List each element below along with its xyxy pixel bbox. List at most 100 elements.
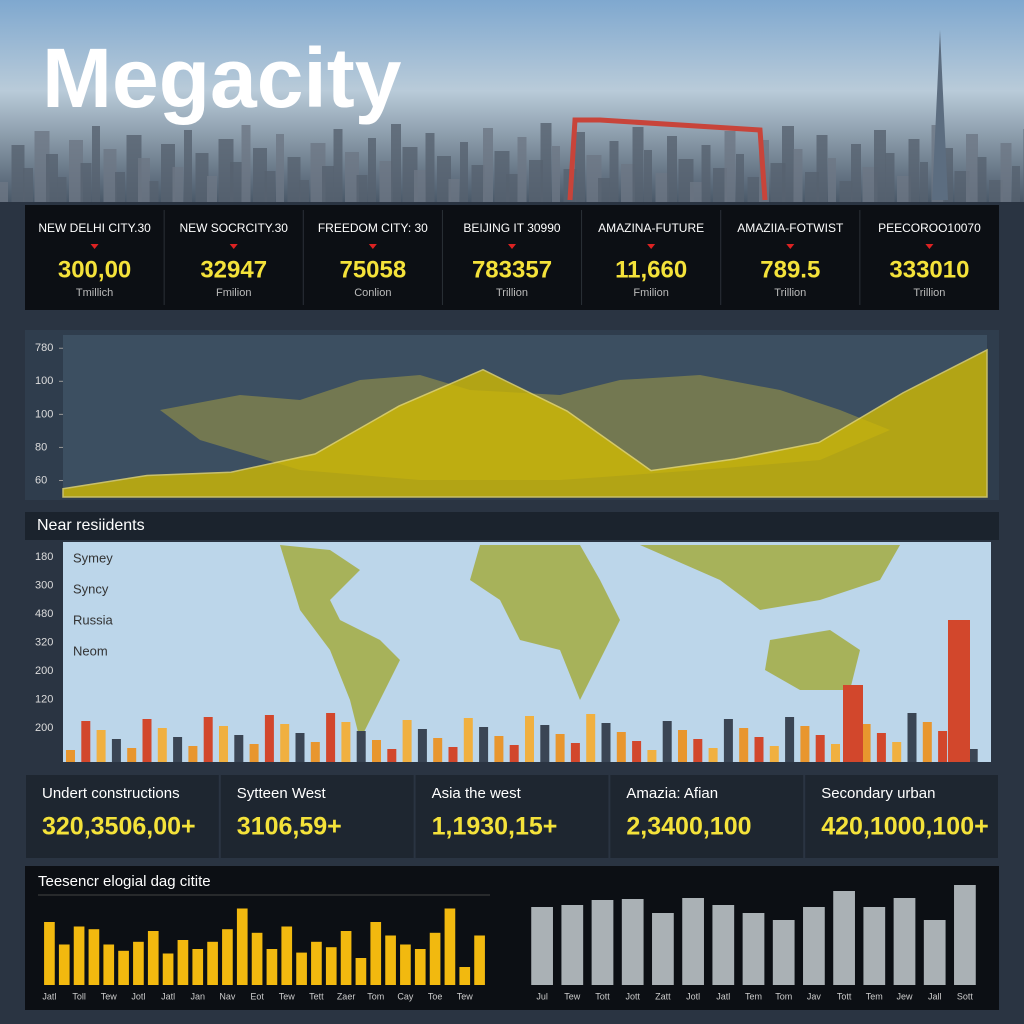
building — [897, 176, 911, 202]
stat-card — [805, 775, 998, 858]
building — [460, 142, 468, 202]
building — [598, 178, 610, 202]
skyline-building — [433, 738, 443, 762]
kpi-value: 32947 — [200, 256, 267, 283]
building — [586, 155, 602, 202]
bar — [44, 922, 55, 985]
stat-card — [415, 775, 609, 858]
building — [655, 173, 669, 202]
x-tick-label: Eot — [250, 991, 264, 1001]
stat-label: Asia the west — [432, 785, 522, 802]
building — [506, 174, 518, 202]
x-tick-label: Toll — [72, 991, 86, 1001]
building — [770, 163, 786, 202]
bar — [103, 944, 115, 985]
x-tick-label: Tew — [564, 991, 581, 1001]
x-tick-label: Nav — [219, 991, 236, 1001]
kpi-marker — [647, 244, 656, 249]
building — [644, 150, 652, 202]
kpi-value: 333010 — [889, 256, 969, 283]
skyline-building — [264, 715, 274, 762]
x-tick-label: Zatt — [655, 991, 671, 1001]
bar — [177, 940, 189, 985]
building — [425, 133, 435, 202]
bar — [370, 922, 382, 985]
building — [724, 131, 736, 202]
skyline-building — [938, 731, 948, 762]
map-axis-label: 180 — [35, 551, 53, 563]
continent — [470, 545, 620, 700]
bar — [340, 931, 352, 985]
kpi-unit: Tmillich — [76, 287, 113, 299]
bar — [459, 967, 471, 985]
bar — [893, 898, 916, 985]
building — [287, 157, 301, 202]
x-tick-label: Jan — [190, 991, 205, 1001]
skyline-building — [387, 749, 397, 762]
x-tick-label: Tom — [775, 991, 792, 1001]
kpi-value: 300,00 — [58, 256, 131, 283]
building — [943, 148, 953, 202]
map-axis-label: 120 — [35, 693, 53, 705]
skyline-building — [754, 737, 764, 762]
skyline-building — [142, 719, 152, 762]
x-tick-label: Tott — [595, 991, 610, 1001]
kpi-label: AMAZIIA-FOTWIST — [737, 221, 844, 235]
bar — [251, 932, 263, 985]
map-axis-label: 300 — [35, 579, 53, 591]
skyline-building — [785, 717, 795, 762]
y-tick-label: 100 — [35, 375, 53, 387]
bottom-title: Teesencr elogial dag citite — [38, 873, 211, 890]
map-axis-label: 200 — [35, 665, 53, 677]
stat-card — [610, 775, 804, 858]
kpi-marker — [229, 244, 238, 249]
building — [115, 172, 125, 202]
building — [391, 124, 401, 202]
building — [621, 164, 635, 202]
map-title-bar — [25, 512, 999, 540]
building — [184, 130, 192, 202]
building — [356, 175, 368, 202]
skyline-building — [448, 747, 458, 762]
skyline-building — [861, 724, 871, 762]
building — [908, 139, 920, 202]
building — [471, 165, 485, 202]
skyline-building — [678, 730, 687, 762]
building — [333, 129, 343, 202]
building — [805, 172, 819, 202]
x-tick-label: Tem — [745, 991, 762, 1001]
building — [402, 147, 418, 202]
stat-label: Undert constructions — [42, 785, 180, 802]
bar — [266, 949, 278, 985]
skyline-building — [723, 719, 733, 762]
map-label: Symey — [73, 550, 113, 565]
building — [747, 177, 761, 202]
building — [149, 181, 159, 202]
kpi-marker — [90, 244, 99, 249]
bar — [833, 891, 855, 985]
stat-value: 2,3400,100 — [626, 813, 751, 841]
bar — [429, 932, 441, 985]
bar — [162, 953, 174, 985]
skyline-building — [326, 713, 336, 762]
building — [207, 176, 217, 202]
skyline-building — [295, 733, 305, 762]
building — [46, 154, 58, 202]
building — [483, 128, 493, 202]
building — [0, 182, 8, 202]
skyline-building — [494, 736, 504, 762]
skyline-building — [907, 713, 917, 762]
bar — [192, 949, 204, 985]
kpi-label: NEW DELHI CITY.30 — [38, 221, 151, 235]
building — [862, 167, 878, 202]
x-tick-label: Jotl — [131, 991, 145, 1001]
y-tick-label: 780 — [35, 342, 53, 354]
building — [276, 134, 284, 202]
header-title: Megacity — [42, 31, 402, 125]
building — [310, 143, 326, 202]
x-tick-label: Tett — [309, 991, 324, 1001]
bar — [147, 931, 159, 985]
building — [1012, 166, 1020, 202]
map-axis-label: 480 — [35, 608, 53, 620]
